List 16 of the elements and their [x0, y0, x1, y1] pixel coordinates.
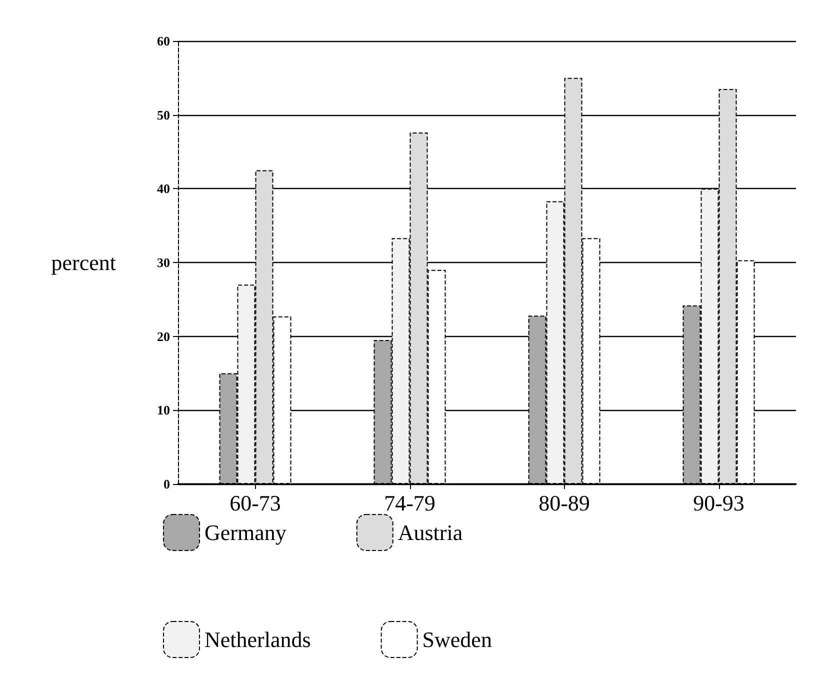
y-tick-label: 0	[164, 476, 170, 492]
legend-label: Netherlands	[204, 627, 311, 652]
y-tick-label: 60	[157, 34, 170, 48]
y-tick-label: 50	[157, 107, 170, 122]
legend-label: Germany	[204, 520, 286, 545]
x-tick-label: 60-73	[230, 490, 281, 516]
x-tick-label: 90-93	[693, 490, 744, 516]
y-tick-label: 20	[157, 328, 170, 344]
y-tick-label: 40	[157, 181, 170, 196]
y-tick-label: 10	[157, 402, 170, 418]
y-tick-label: 30	[157, 255, 170, 270]
legend-label: Austria	[398, 520, 463, 545]
y-axis-title: percent	[51, 250, 116, 275]
x-tick-label: 74-79	[384, 490, 436, 516]
legend-label: Sweden	[422, 627, 492, 652]
x-tick-label: 80-89	[538, 490, 590, 516]
